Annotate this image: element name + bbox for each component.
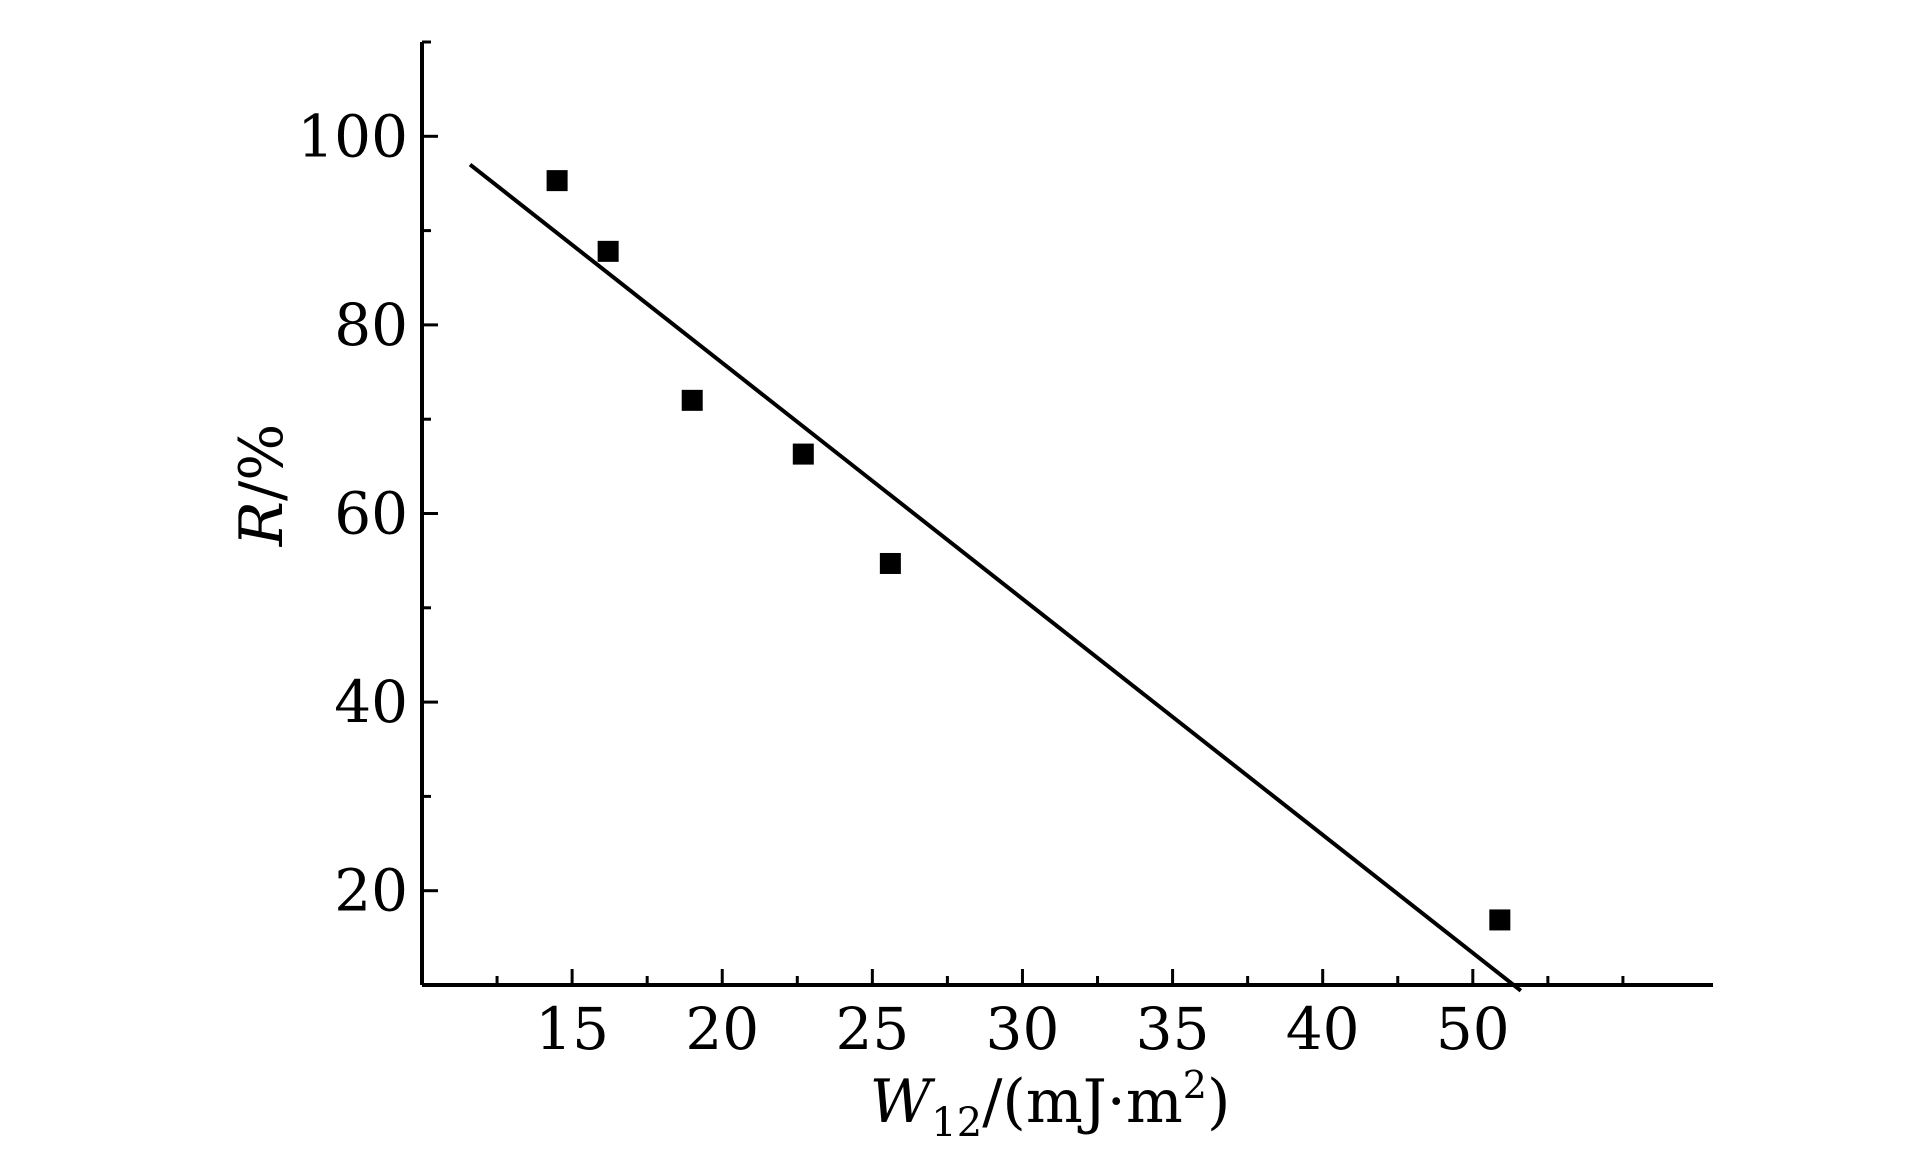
- x-tick-label: 15: [535, 995, 609, 1063]
- data-point: [597, 240, 619, 262]
- x-tick-label: 35: [1136, 995, 1210, 1063]
- x-axis-unit-pre: /(mJ·m: [982, 1067, 1183, 1137]
- y-tick-label: 60: [334, 480, 408, 548]
- y-tick-label: 80: [334, 291, 408, 359]
- y-tick-label: 100: [297, 102, 408, 170]
- tick-labels: 20 40 60 80 100 15 20 25 30 35 40 50: [297, 102, 1509, 1063]
- x-tick-label: 20: [685, 995, 759, 1063]
- x-tick-label: 50: [1436, 995, 1510, 1063]
- data-point: [546, 170, 568, 192]
- axis-ticks: [422, 40, 1625, 987]
- y-axis-unit: /%: [227, 424, 297, 501]
- x-axis-var: W: [870, 1067, 936, 1137]
- plot-area: [420, 42, 1713, 987]
- fit-line: [468, 163, 1523, 993]
- x-tick-label: 30: [986, 995, 1060, 1063]
- data-point: [681, 389, 703, 411]
- fit-line-group: [468, 163, 1523, 993]
- x-axis-unit-post: ): [1207, 1067, 1230, 1137]
- x-axis-subscript: 12: [931, 1100, 982, 1146]
- x-tick-label: 25: [835, 995, 909, 1063]
- y-tick-label: 40: [334, 668, 408, 736]
- data-point: [1489, 909, 1511, 931]
- data-point: [792, 443, 814, 465]
- data-markers: [546, 170, 1511, 931]
- x-axis-title: W12/(mJ·m2): [870, 1063, 1231, 1146]
- y-tick-label: 20: [334, 857, 408, 925]
- y-axis-var: R: [227, 501, 297, 547]
- x-axis-superscript: 2: [1183, 1063, 1207, 1107]
- x-tick-label: 40: [1286, 995, 1360, 1063]
- data-point: [879, 552, 901, 574]
- y-axis-title: R/%: [227, 424, 297, 547]
